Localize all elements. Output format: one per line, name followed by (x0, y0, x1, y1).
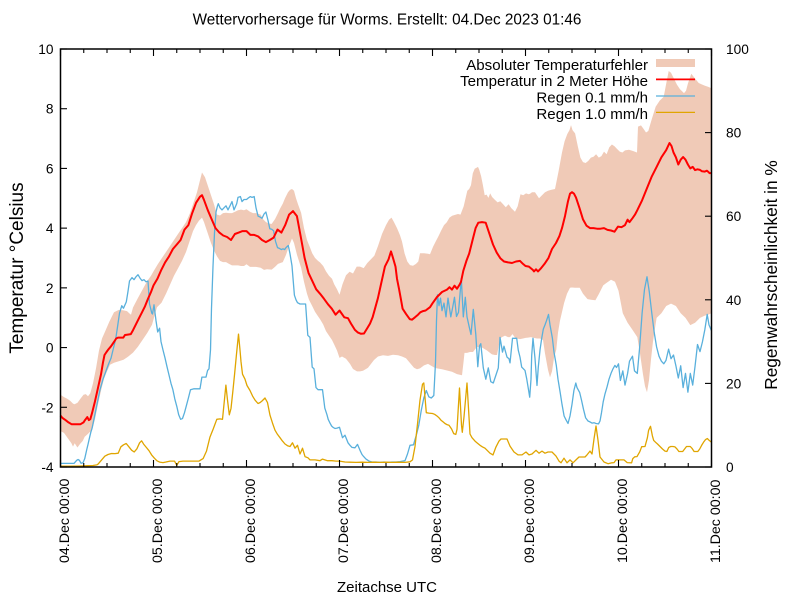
svg-text:Regenwahrscheinlichkeit in %: Regenwahrscheinlichkeit in % (761, 160, 781, 390)
svg-text:Zeitachse UTC: Zeitachse UTC (337, 579, 437, 596)
svg-text:4: 4 (46, 221, 54, 236)
svg-text:05.Dec 00:00: 05.Dec 00:00 (150, 478, 166, 563)
svg-text:2: 2 (46, 281, 54, 296)
svg-text:06.Dec 00:00: 06.Dec 00:00 (243, 478, 259, 563)
svg-text:60: 60 (726, 209, 742, 224)
svg-text:10.Dec 00:00: 10.Dec 00:00 (615, 478, 631, 563)
svg-text:Absoluter Temperaturfehler: Absoluter Temperaturfehler (466, 57, 648, 74)
svg-text:40: 40 (726, 293, 742, 308)
svg-text:80: 80 (726, 126, 742, 141)
svg-text:Regen 0.1 mm/h: Regen 0.1 mm/h (536, 90, 648, 107)
svg-text:Wettervorhersage für Worms. Er: Wettervorhersage für Worms. Erstellt: 04… (193, 12, 582, 29)
svg-text:-2: -2 (41, 400, 53, 415)
svg-text:11.Dec 00:00: 11.Dec 00:00 (708, 480, 724, 563)
svg-text:8: 8 (46, 102, 54, 117)
svg-text:6: 6 (46, 161, 54, 176)
svg-text:Temperatur °Celsius: Temperatur °Celsius (7, 182, 28, 353)
svg-text:08.Dec 00:00: 08.Dec 00:00 (429, 478, 445, 563)
svg-text:09.Dec 00:00: 09.Dec 00:00 (522, 478, 538, 563)
svg-text:10: 10 (38, 42, 54, 57)
svg-text:Temperatur in 2 Meter Höhe: Temperatur in 2 Meter Höhe (460, 73, 648, 90)
svg-text:20: 20 (726, 376, 742, 391)
svg-text:04.Dec 00:00: 04.Dec 00:00 (57, 478, 73, 563)
svg-text:-4: -4 (41, 460, 54, 475)
svg-text:0: 0 (726, 460, 734, 475)
svg-text:100: 100 (726, 42, 749, 57)
svg-text:Regen 1.0 mm/h: Regen 1.0 mm/h (536, 106, 648, 123)
svg-text:0: 0 (46, 341, 54, 356)
svg-text:07.Dec 00:00: 07.Dec 00:00 (336, 478, 352, 563)
